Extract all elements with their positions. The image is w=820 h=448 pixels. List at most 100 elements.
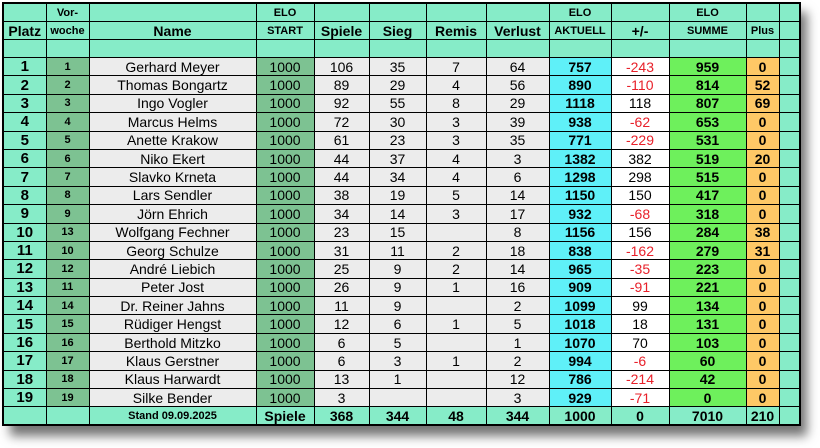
cell-name: Silke Bender [88,388,257,408]
cell-plus: 0 [745,185,780,206]
cell-summe: 417 [668,185,747,206]
table-row: 11 10 Georg Schulze 1000 31 11 2 18 838 -162 279 31 [2,240,801,261]
header-remis: Remis [425,21,487,40]
cell-plus: 0 [745,369,780,390]
cell-platz: 11 [2,240,47,261]
cell-spiele: 34 [313,204,370,224]
cell-plus: 0 [745,332,780,353]
header-elo-start: ELO [255,2,315,22]
cell-verlust: 16 [485,277,550,298]
cell-vorwoche: 4 [45,112,90,132]
cell-platz: 4 [2,112,47,132]
cell-sieg: 6 [368,314,427,334]
cell-vorwoche: 15 [45,314,90,334]
cell-spiele: 44 [313,148,370,169]
cell-remis: 5 [425,185,487,206]
cell-aktuell: 1150 [548,185,612,206]
cell-remis: 8 [425,93,487,114]
cell-name: Peter Jost [88,277,257,298]
cell-vorwoche: 8 [45,185,90,206]
cell-spiele: 13 [313,369,370,390]
header-vorwoche: Vor- [45,2,90,22]
cell-diff: 298 [610,167,670,187]
footer-diff: 0 [610,406,670,426]
table-row: 10 13 Wolfgang Fechner 1000 23 15 8 1156 156 284 3… [2,222,801,242]
cell-elo-start: 1000 [255,296,315,316]
table-row: 15 15 Rüdiger Hengst 1000 12 6 1 5 1018 18 131 0 [2,314,801,334]
cell-platz: 19 [2,388,47,408]
cell-summe: 42 [668,369,747,390]
cell-spiele: 23 [313,222,370,242]
cell-spiele: 38 [313,185,370,206]
cell-remis [425,296,487,316]
cell-elo-start: 1000 [255,112,315,132]
cell-summe: 134 [668,296,747,316]
table-row: 5 5 Anette Krakow 1000 61 23 3 35 771 -229 531 0 [2,130,801,150]
cell-summe: 0 [668,388,747,408]
cell-verlust: 12 [485,369,550,390]
cell-aktuell: 1018 [548,314,612,334]
cell-vorwoche: 10 [45,240,90,261]
cell-spiele: 106 [313,56,370,77]
cell-sieg: 5 [368,332,427,353]
cell-sieg: 34 [368,167,427,187]
header-spacer-row [2,39,801,58]
cell-elo-start: 1000 [255,369,315,390]
cell-spiele: 25 [313,259,370,279]
cell-name: Georg Schulze [88,240,257,261]
table-row: 13 11 Peter Jost 1000 26 9 1 16 909 -91 221 0 [2,277,801,298]
header-name: Name [88,21,257,40]
cell-aktuell: 938 [548,112,612,132]
cell-vorwoche: 11 [45,277,90,298]
cell-name: André Liebich [88,259,257,279]
cell-plus: 0 [745,204,780,224]
cell-sieg: 55 [368,93,427,114]
cell-diff: -110 [610,75,670,95]
cell-platz: 1 [2,56,47,77]
cell-diff: -243 [610,56,670,77]
footer-row: Stand 09.09.2025 Spiele 368 344 48 344 1… [2,406,801,426]
cell-elo-start: 1000 [255,56,315,77]
cell-spiele: 44 [313,167,370,187]
cell-remis [425,369,487,390]
cell-spiele: 11 [313,296,370,316]
cell-diff: 156 [610,222,670,242]
cell-verlust: 8 [485,222,550,242]
cell-platz: 17 [2,351,47,371]
cell-remis: 7 [425,56,487,77]
cell-platz: 10 [2,222,47,242]
cell-verlust: 1 [485,332,550,353]
cell-name: Thomas Bongartz [88,75,257,95]
cell-verlust: 14 [485,259,550,279]
cell-plus: 31 [745,240,780,261]
cell-summe: 959 [668,56,747,77]
cell-remis: 1 [425,351,487,371]
cell-sieg: 14 [368,204,427,224]
cell-remis: 3 [425,204,487,224]
header-spiele: Spiele [313,21,370,40]
cell-plus: 0 [745,296,780,316]
cell-spiele: 26 [313,277,370,298]
cell-aktuell: 1070 [548,332,612,353]
cell-sieg: 9 [368,259,427,279]
cell-plus: 38 [745,222,780,242]
table-row: 12 12 André Liebich 1000 25 9 2 14 965 -35 223 0 [2,259,801,279]
cell-elo-start: 1000 [255,351,315,371]
cell-diff: 70 [610,332,670,353]
header-verlust: Verlust [485,21,550,40]
cell-vorwoche: 7 [45,167,90,187]
cell-name: Klaus Harwardt [88,369,257,390]
cell-elo-start: 1000 [255,93,315,114]
cell-elo-start: 1000 [255,148,315,169]
cell-elo-start: 1000 [255,130,315,150]
footer-summe: 7010 [668,406,747,426]
cell-vorwoche: 19 [45,388,90,408]
cell-verlust: 17 [485,204,550,224]
cell-summe: 284 [668,222,747,242]
cell-summe: 221 [668,277,747,298]
footer-spiele-label: Spiele [255,406,315,426]
cell-aktuell: 757 [548,56,612,77]
cell-elo-start: 1000 [255,185,315,206]
cell-vorwoche: 9 [45,204,90,224]
cell-diff: -6 [610,351,670,371]
